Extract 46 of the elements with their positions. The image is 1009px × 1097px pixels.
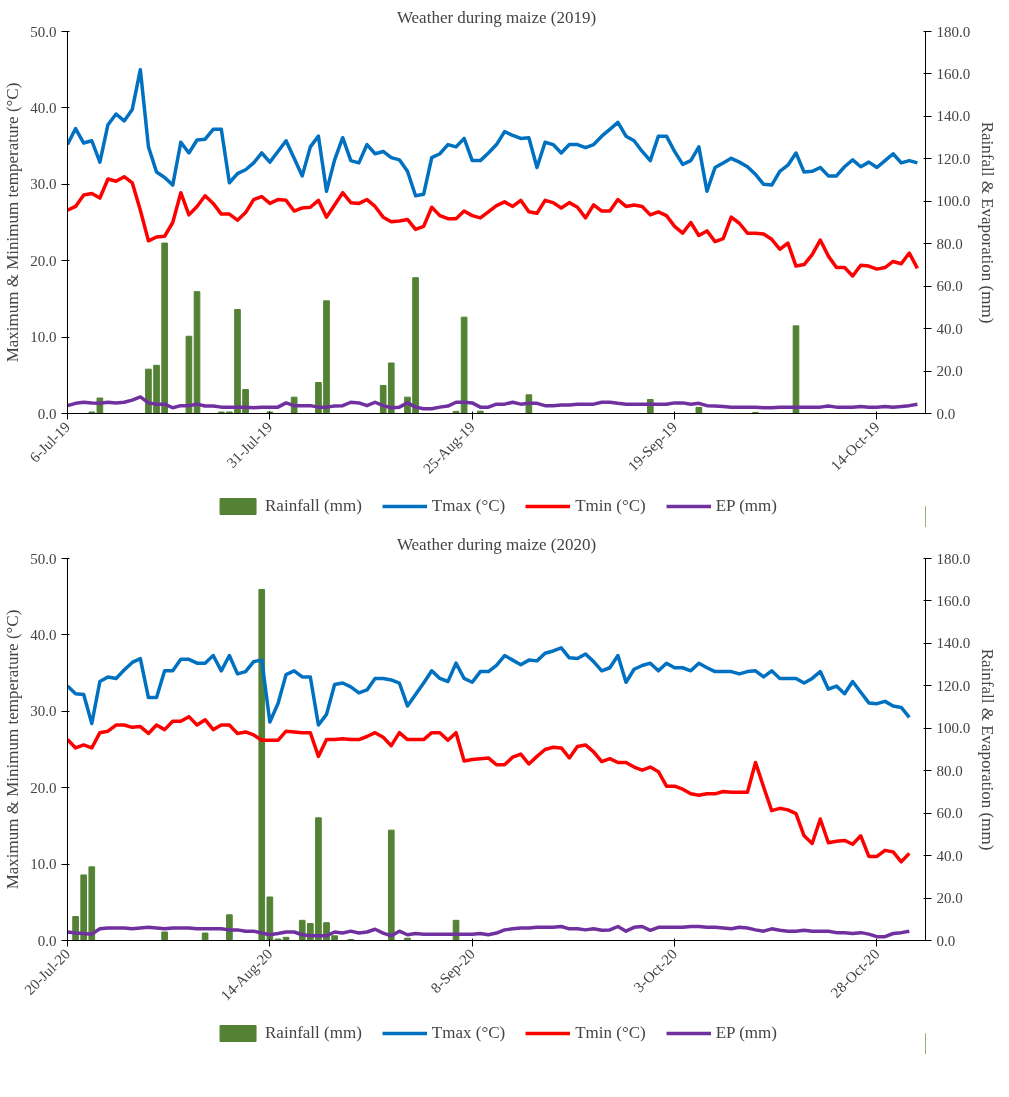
y2-tick-label: 120.0 [936,677,971,694]
legend-label: EP (mm) [715,1023,777,1043]
y-tick-label: 40.0 [30,99,57,116]
y2-tick-label: 40.0 [936,320,963,337]
y-tick-label: 30.0 [30,703,57,720]
y2-tick-label: 60.0 [936,278,963,295]
y2-tick-label: 60.0 [936,805,963,822]
y-tick-label: 50.0 [30,23,57,40]
legend-label: Tmin (°C) [575,496,646,516]
y2-tick-label: 100.0 [936,720,971,737]
legend-label: Tmax (°C) [431,496,506,516]
y2-tick-label: 20.0 [936,890,963,907]
y-tick-label: 20.0 [30,779,57,796]
legend-label: Rainfall (mm) [265,1023,362,1043]
y2-tick-label: 140.0 [936,108,971,125]
y-axis-title: Maximum & Minimum temperature (°C) [3,609,23,890]
y2-tick-label: 180.0 [936,550,971,567]
y2-tick-label: 160.0 [936,592,971,609]
y-tick-label: 20.0 [30,252,57,269]
y-tick-label: 0.0 [37,405,57,422]
y-tick-label: 10.0 [30,856,57,873]
y-tick-label: 30.0 [30,176,57,193]
legend-label: Tmin (°C) [575,1023,646,1043]
y2-tick-label: 120.0 [936,150,971,167]
y2-tick-label: 140.0 [936,635,971,652]
y2-tick-label: 80.0 [936,762,963,779]
y-tick-label: 50.0 [30,550,57,567]
y-axis-title: Maximum & Minimum temperature (°C) [3,82,23,363]
y2-tick-label: 100.0 [936,193,971,210]
chart-title: Weather during maize (2020) [396,534,597,554]
y2-tick-label: 0.0 [936,932,956,949]
y-tick-label: 10.0 [30,329,57,346]
legend-label: Tmax (°C) [431,1023,506,1043]
chart-title: Weather during maize (2019) [396,7,597,27]
y-tick-label: 0.0 [37,932,57,949]
y2-tick-label: 160.0 [936,65,971,82]
legend-label: Rainfall (mm) [265,496,362,516]
y2-tick-label: 20.0 [936,363,963,380]
y2-tick-label: 40.0 [936,847,963,864]
y2-axis-title: Rainfall & Evaporation (mm) [978,648,998,851]
y2-tick-label: 80.0 [936,235,963,252]
y-tick-label: 40.0 [30,626,57,643]
y2-tick-label: 0.0 [936,405,956,422]
y2-axis-title: Rainfall & Evaporation (mm) [978,121,998,324]
legend-label: EP (mm) [715,496,777,516]
y2-tick-label: 180.0 [936,23,971,40]
